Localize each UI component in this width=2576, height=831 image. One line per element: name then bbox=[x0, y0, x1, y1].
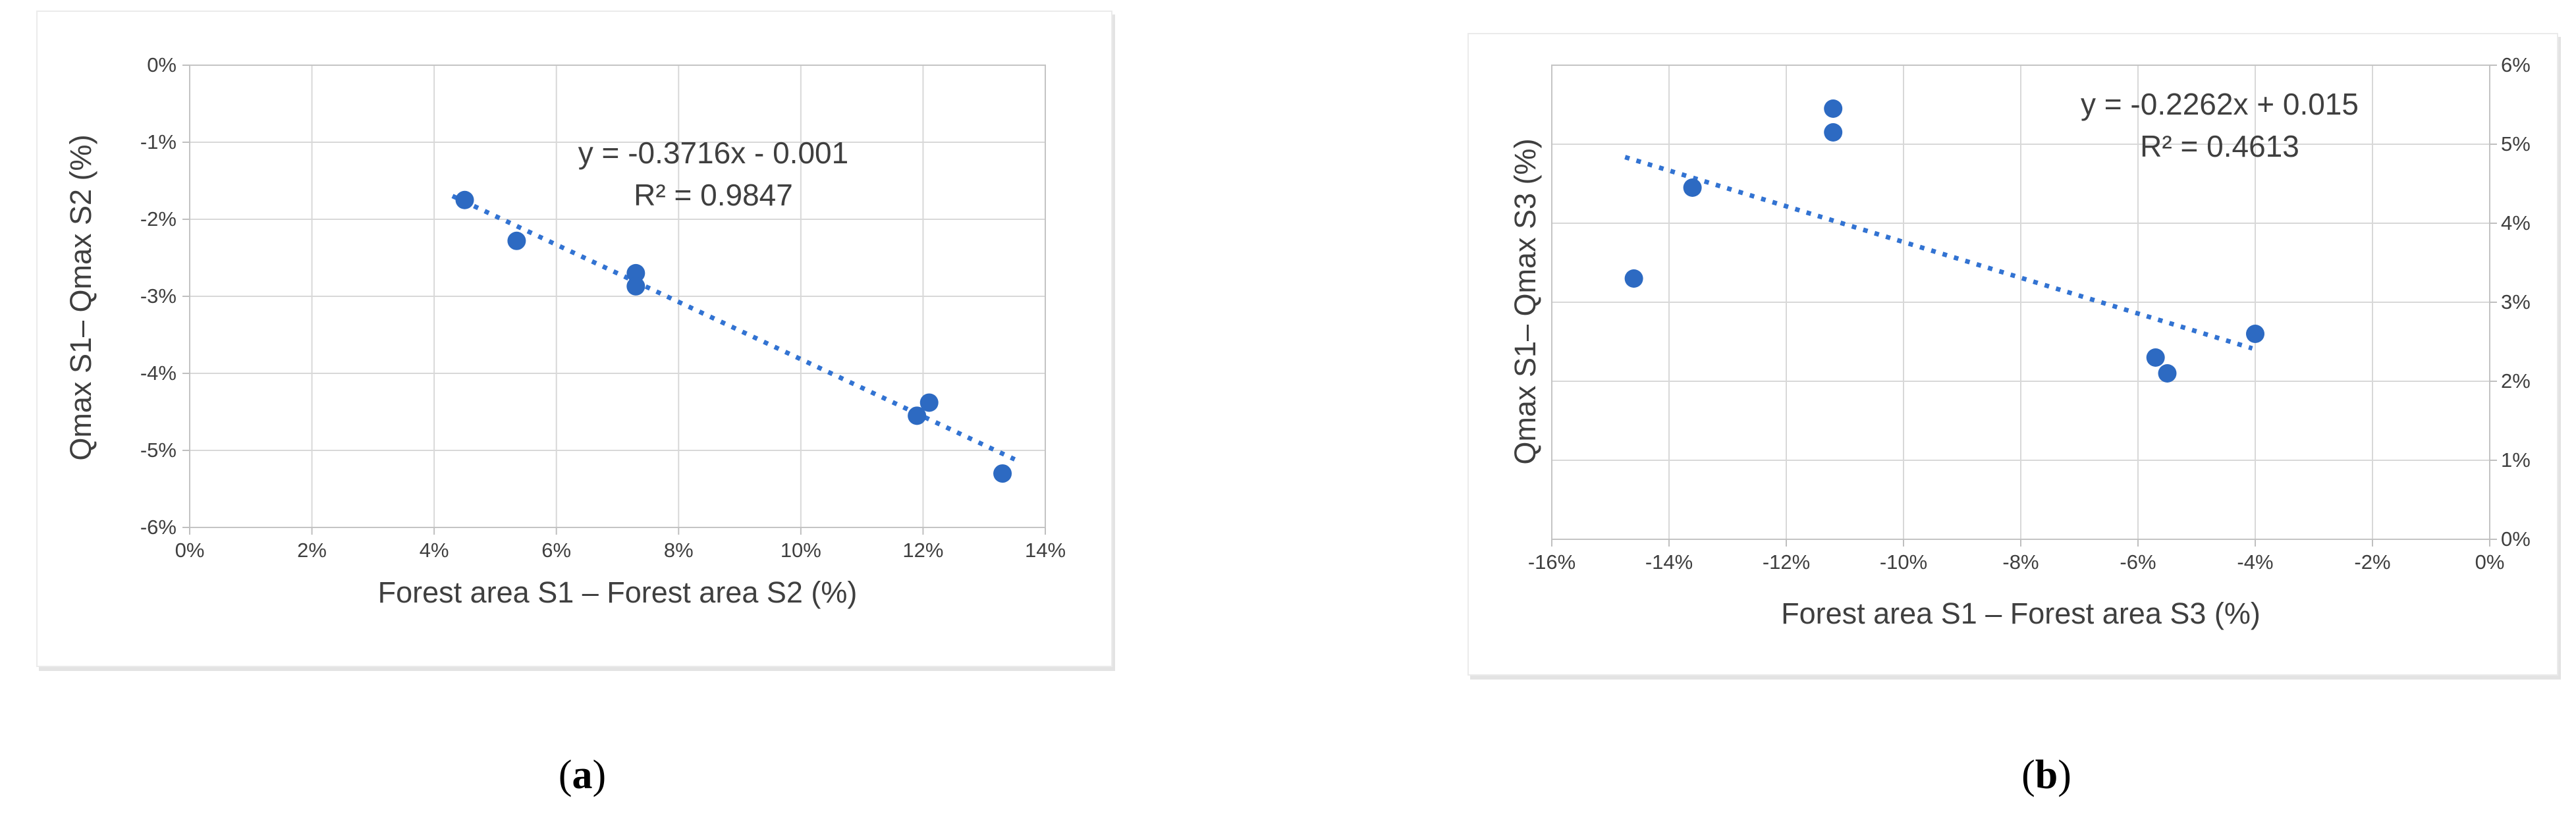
chart-b-x-axis-title: Forest area S1 – Forest area S3 (%) bbox=[1781, 597, 2261, 630]
chart-a-caption: (a) bbox=[558, 753, 607, 797]
chart-b-y-tick-label: 3% bbox=[2501, 290, 2531, 313]
data-point bbox=[1683, 178, 1702, 197]
data-point bbox=[2246, 325, 2264, 343]
chart-a-y-tick-label: -1% bbox=[140, 130, 177, 153]
chart-b-x-tick-label: -2% bbox=[2354, 550, 2391, 574]
chart-a-x-axis-title: Forest area S1 – Forest area S2 (%) bbox=[377, 576, 858, 609]
chart-b-y-tick-label: 1% bbox=[2501, 448, 2531, 471]
chart-a-y-tick-label: -5% bbox=[140, 439, 177, 462]
chart-b-plot bbox=[1551, 65, 2497, 547]
chart-a-y-tick-label: -6% bbox=[140, 516, 177, 539]
chart-b-r-squared: R² = 0.4613 bbox=[2140, 129, 2299, 163]
data-point bbox=[1824, 99, 1843, 118]
chart-a-frame bbox=[36, 11, 1112, 667]
data-point bbox=[507, 231, 526, 250]
chart-a-x-tick-label: 4% bbox=[419, 539, 449, 562]
chart-a-y-tick-label: -3% bbox=[140, 284, 177, 308]
chart-b-x-tick-label: 0% bbox=[2475, 550, 2505, 574]
chart-a-x-tick-label: 2% bbox=[297, 539, 327, 562]
chart-b-frame bbox=[1467, 33, 2558, 676]
chart-a-trendline-equation: y = -0.3716x - 0.001 bbox=[578, 136, 849, 170]
data-point bbox=[2146, 348, 2165, 367]
chart-b-gridlines bbox=[1552, 65, 2490, 539]
data-point bbox=[1624, 269, 1643, 288]
chart-b-caption: (b) bbox=[2021, 753, 2071, 797]
chart-b-y-tick-label: 5% bbox=[2501, 132, 2531, 155]
chart-a-x-tick-label: 10% bbox=[780, 539, 821, 562]
chart-b-x-tick-label: -16% bbox=[1527, 550, 1576, 574]
chart-b-points bbox=[1624, 99, 2264, 383]
data-point bbox=[626, 263, 645, 282]
chart-a-tick-marks bbox=[182, 65, 1046, 535]
chart-b-equation-block: y = -0.2262x + 0.015 R² = 0.4613 bbox=[1956, 83, 2483, 167]
chart-a-gridlines bbox=[190, 65, 1045, 527]
chart-a-x-tick-label: 14% bbox=[1024, 539, 1066, 562]
chart-b-x-tick-label: -6% bbox=[2120, 550, 2156, 574]
chart-a-x-tick-label: 0% bbox=[175, 539, 205, 562]
chart-b-x-tick-label: -10% bbox=[1879, 550, 1928, 574]
chart-b-y-tick-label: 2% bbox=[2501, 369, 2531, 392]
chart-a-x-tick-label: 8% bbox=[663, 539, 694, 562]
chart-b-x-tick-label: -8% bbox=[2002, 550, 2039, 574]
data-point bbox=[626, 277, 645, 296]
data-point bbox=[993, 464, 1012, 483]
chart-b-trendline bbox=[1624, 155, 2253, 351]
chart-a-x-tick-label: 12% bbox=[902, 539, 944, 562]
chart-b-y-tick-label: 6% bbox=[2501, 53, 2531, 76]
chart-b-x-tick-label: -14% bbox=[1645, 550, 1693, 574]
data-point bbox=[2158, 364, 2177, 383]
data-point bbox=[908, 406, 927, 425]
chart-a-x-tick-label: 6% bbox=[541, 539, 572, 562]
chart-a-y-tick-label: 0% bbox=[147, 53, 177, 76]
chart-b-x-tick-label: -4% bbox=[2237, 550, 2274, 574]
chart-a-y-tick-label: -2% bbox=[140, 207, 177, 230]
chart-a-equation-block: y = -0.3716x - 0.001 R² = 0.9847 bbox=[450, 132, 977, 216]
chart-a-y-tick-label: -4% bbox=[140, 362, 177, 385]
chart-b-y-tick-label: 0% bbox=[2501, 527, 2531, 550]
chart-a-r-squared: R² = 0.9847 bbox=[634, 178, 793, 212]
chart-b-tick-marks bbox=[1551, 65, 2497, 547]
chart-b-y-tick-label: 4% bbox=[2501, 211, 2531, 234]
chart-b-x-tick-label: -12% bbox=[1762, 550, 1811, 574]
chart-a-trendline bbox=[451, 194, 1016, 462]
chart-b-trendline-equation: y = -0.2262x + 0.015 bbox=[2081, 87, 2359, 121]
data-point bbox=[1824, 123, 1843, 142]
chart-b-y-axis-title: Qmax S1– Qmax S3 (%) bbox=[1508, 138, 1542, 465]
data-point bbox=[919, 393, 939, 412]
data-point bbox=[455, 190, 474, 209]
chart-a-plot bbox=[182, 65, 1046, 535]
chart-a-points bbox=[455, 190, 1012, 483]
